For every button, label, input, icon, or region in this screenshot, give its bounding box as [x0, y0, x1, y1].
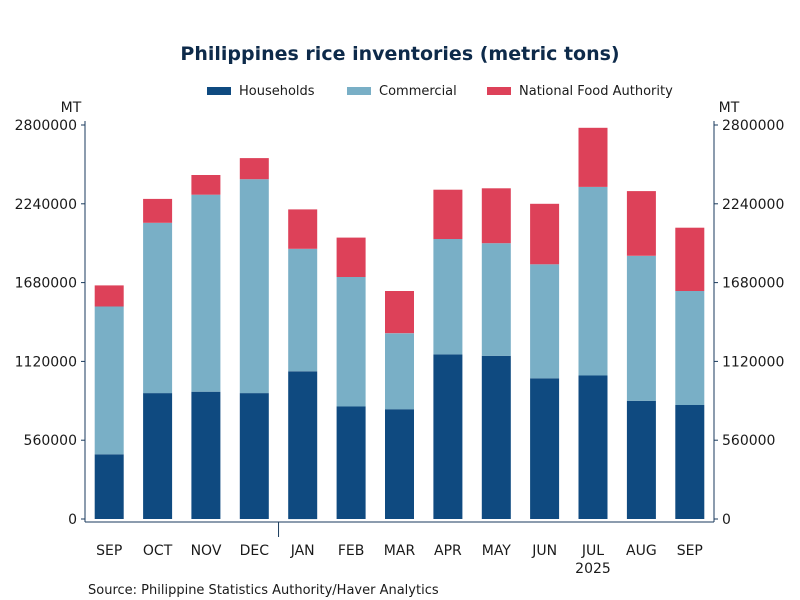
- bar-segment-households: [143, 393, 173, 519]
- bar-segment-national-food-authority: [481, 188, 511, 244]
- bar-segment-households: [626, 400, 656, 519]
- bar-segment-national-food-authority: [385, 291, 414, 334]
- bar-segment-households: [94, 454, 124, 519]
- x-tick-label: SEP: [677, 543, 703, 559]
- x-tick-label: JUL: [581, 543, 604, 559]
- bar-segment-commercial: [143, 222, 173, 394]
- legend-swatch: [487, 87, 511, 95]
- left-tick-label: 560000: [24, 433, 77, 449]
- left-tick-label: 1680000: [15, 276, 77, 292]
- x-tick-label: NOV: [191, 543, 222, 559]
- year-label: 2025: [575, 561, 611, 577]
- left-tick-label: 2800000: [15, 118, 77, 134]
- bar-segment-national-food-authority: [626, 191, 656, 256]
- bar-segment-commercial: [288, 248, 318, 372]
- bar-segment-commercial: [433, 239, 463, 355]
- left-tick-label: 1120000: [15, 354, 77, 370]
- x-tick-label: JAN: [290, 543, 315, 559]
- bar-segment-national-food-authority: [288, 209, 318, 249]
- x-axis-labels: SEP OCT NOV DEC JAN FEB MAR APR MAY JUN JUL AUG SEP 2…: [96, 522, 703, 577]
- source-note: Source: Philippine Statistics Authority/…: [88, 583, 439, 598]
- bar-segment-households: [578, 375, 608, 519]
- bar-segment-commercial: [385, 333, 414, 410]
- bar-segment-households: [288, 371, 318, 520]
- left-tick-label: 0: [68, 512, 77, 528]
- legend-swatch: [207, 87, 231, 95]
- bar-segment-commercial: [336, 277, 366, 407]
- bar-segment-national-food-authority: [675, 227, 705, 291]
- bar-segment-commercial: [578, 186, 608, 376]
- right-tick-label: 560000: [722, 433, 775, 449]
- right-tick-label: 1680000: [722, 276, 784, 292]
- legend: Households Commercial National Food Author…: [207, 84, 673, 99]
- bar-segment-commercial: [239, 179, 269, 394]
- bar-segment-households: [433, 354, 463, 519]
- bar-segment-households: [191, 391, 221, 519]
- bar-segment-national-food-authority: [94, 285, 124, 307]
- bar-segment-households: [336, 406, 366, 519]
- bar-segment-households: [385, 409, 414, 519]
- bar-segment-commercial: [530, 264, 560, 379]
- x-tick-label: OCT: [143, 543, 173, 559]
- bar-segment-national-food-authority: [433, 189, 463, 239]
- right-tick-label: 2240000: [722, 197, 784, 213]
- bar-segment-households: [481, 355, 511, 519]
- bar-segment-national-food-authority: [143, 198, 173, 223]
- bar-segment-national-food-authority: [239, 158, 269, 180]
- x-tick-label: MAY: [482, 543, 512, 559]
- legend-label: Households: [239, 84, 315, 99]
- bar-segment-national-food-authority: [191, 175, 221, 195]
- x-tick-label: FEB: [338, 543, 365, 559]
- x-tick-label: DEC: [240, 543, 270, 559]
- bar-segment-commercial: [481, 243, 511, 356]
- left-tick-label: 2240000: [15, 197, 77, 213]
- bar-segment-national-food-authority: [578, 127, 608, 187]
- bar-segment-commercial: [191, 194, 221, 392]
- legend-label: Commercial: [379, 84, 457, 99]
- right-tick-label: 2800000: [722, 118, 784, 134]
- x-tick-label: JUN: [531, 543, 557, 559]
- legend-swatch: [347, 87, 371, 95]
- right-tick-label: 1120000: [722, 354, 784, 370]
- left-axis-unit: MT: [61, 100, 82, 116]
- x-tick-label: SEP: [96, 543, 122, 559]
- bar-segment-national-food-authority: [336, 237, 366, 277]
- bar-segment-households: [239, 393, 269, 519]
- axes: 0 0 560000 560000 1120000 1120000 1680000 16800…: [15, 118, 785, 528]
- right-tick-label: 0: [722, 512, 731, 528]
- bar-segment-national-food-authority: [530, 203, 560, 265]
- bar-segment-households: [530, 378, 560, 519]
- bar-segment-commercial: [94, 306, 124, 455]
- bar-segment-commercial: [675, 291, 705, 405]
- x-tick-label: APR: [434, 543, 462, 559]
- bar-segment-commercial: [626, 255, 656, 401]
- bar-segment-households: [675, 405, 705, 519]
- right-axis-unit: MT: [719, 100, 740, 116]
- x-tick-label: AUG: [626, 543, 657, 559]
- bars: [94, 127, 705, 520]
- x-tick-label: MAR: [384, 543, 416, 559]
- chart-title: Philippines rice inventories (metric ton…: [180, 43, 619, 65]
- legend-label: National Food Authority: [519, 84, 673, 99]
